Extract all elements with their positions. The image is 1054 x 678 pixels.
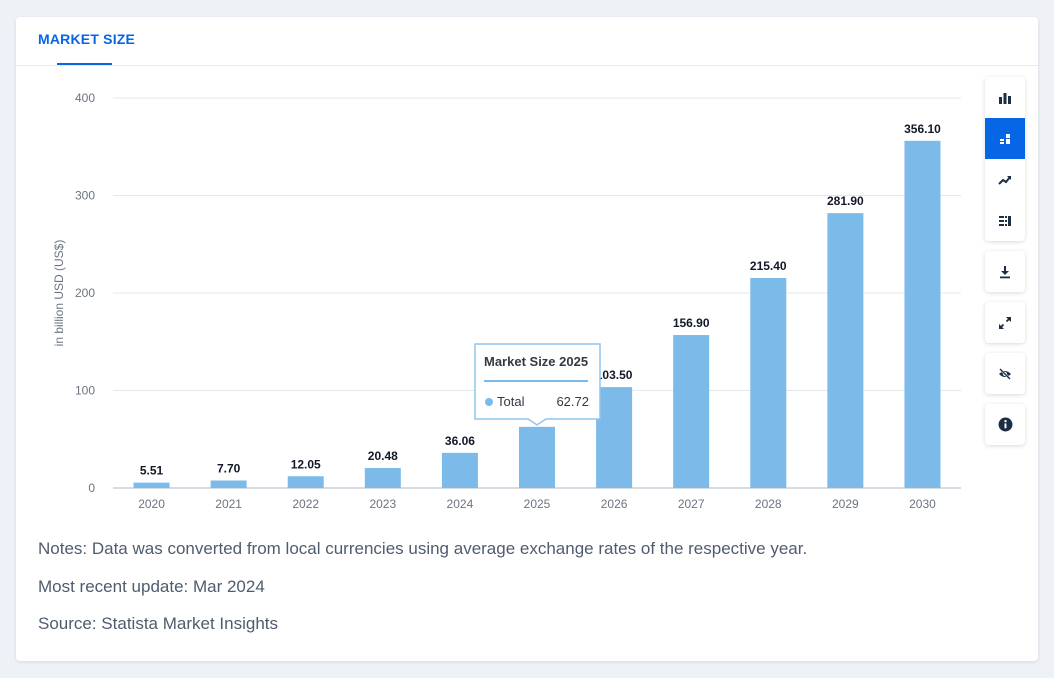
x-tick-label: 2022: [292, 497, 319, 511]
market-size-card: MARKET SIZE 0 100 200 300 400 in billion USD …: [16, 17, 1038, 661]
y-tick-label: 300: [75, 189, 95, 203]
bar: [904, 140, 941, 488]
x-tick-label: 2029: [832, 497, 859, 511]
bar: [596, 387, 633, 488]
tooltip-value: 62.72: [556, 394, 589, 409]
chart-type-group: [985, 77, 1025, 241]
y-tick-label: 400: [75, 91, 95, 105]
data-label: 281.90: [827, 194, 864, 208]
tab-active-indicator: [57, 63, 112, 65]
x-tick-label: 2025: [524, 497, 551, 511]
data-label: 36.06: [445, 434, 475, 448]
info-button[interactable]: [985, 404, 1025, 445]
x-tick-label: 2021: [215, 497, 242, 511]
hide-button[interactable]: [985, 353, 1025, 394]
data-label: 103.50: [596, 368, 633, 382]
visibility-group: [985, 353, 1025, 394]
update-text: Most recent update: Mar 2024: [38, 576, 265, 596]
sorted-bar-chart-button[interactable]: [985, 118, 1025, 159]
bar: [519, 426, 555, 488]
bar-chart-button[interactable]: [985, 77, 1025, 118]
bar: [364, 468, 401, 488]
table-icon: [999, 215, 1011, 226]
y-tick-label: 200: [75, 286, 95, 300]
bar: [673, 335, 710, 488]
data-label: 7.70: [217, 461, 241, 475]
bar: [827, 213, 864, 488]
info-icon: [998, 417, 1012, 432]
bar: [441, 452, 478, 488]
table-view-button[interactable]: [985, 200, 1025, 241]
bar: [750, 277, 787, 488]
data-label: 156.90: [673, 316, 710, 330]
y-axis-label: in billion USD (US$): [52, 240, 66, 347]
bar: [210, 480, 247, 488]
chart-toolbar: [985, 77, 1025, 455]
tab-header: MARKET SIZE: [16, 17, 1038, 66]
x-tick-label: 2028: [755, 497, 782, 511]
sorted-bar-chart-icon: [1000, 133, 1010, 144]
tooltip-box: [474, 343, 601, 426]
data-label: 12.05: [291, 457, 321, 471]
tooltip-series-name: Total: [497, 394, 525, 409]
data-label: 20.48: [368, 449, 398, 463]
x-tick-label: 2020: [138, 497, 165, 511]
y-tick-label: 0: [88, 481, 95, 495]
market-size-chart: 0 100 200 300 400 in billion USD (US$) 2020 5.5…: [52, 91, 961, 511]
x-tick-label: 2030: [909, 497, 936, 511]
bar: [287, 476, 324, 488]
trend-line-button[interactable]: [985, 159, 1025, 200]
x-tick-label: 2023: [369, 497, 396, 511]
info-group: [985, 404, 1025, 445]
tooltip-title: Market Size 2025: [484, 354, 588, 369]
download-icon: [1000, 265, 1010, 278]
fullscreen-group: [985, 302, 1025, 343]
notes-section: Notes: Data was converted from local cur…: [38, 539, 807, 652]
source-text: Source: Statista Market Insights: [38, 614, 278, 633]
trend-line-icon: [998, 175, 1011, 185]
x-tick-label: 2026: [601, 497, 628, 511]
tooltip-marker: [485, 398, 493, 406]
fullscreen-button[interactable]: [985, 302, 1025, 343]
bar-chart-icon: [999, 92, 1011, 104]
data-label: 5.51: [140, 464, 164, 478]
tab-market-size[interactable]: MARKET SIZE: [38, 31, 136, 47]
download-button[interactable]: [985, 251, 1025, 292]
expand-icon: [999, 316, 1011, 329]
bar: [133, 482, 170, 488]
x-tick-label: 2024: [447, 497, 474, 511]
hide-icon: [999, 367, 1011, 380]
x-tick-label: 2027: [678, 497, 705, 511]
download-group: [985, 251, 1025, 292]
y-tick-label: 100: [75, 384, 95, 398]
notes-text: Notes: Data was converted from local cur…: [38, 539, 808, 558]
data-label: 356.10: [904, 122, 941, 136]
data-label: 215.40: [750, 259, 787, 273]
